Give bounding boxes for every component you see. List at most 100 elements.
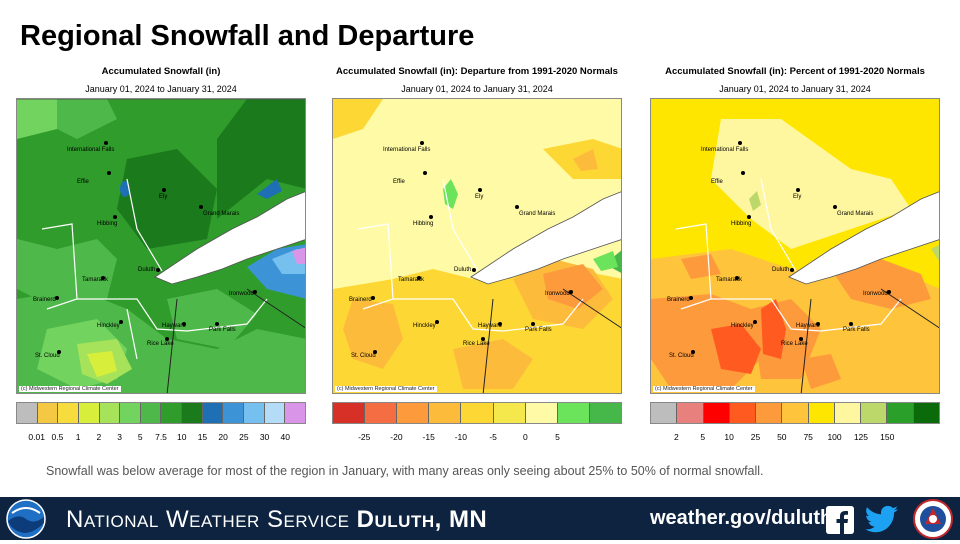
legend-swatch — [913, 403, 939, 423]
percent-legend-labels: 2 5 10 25 50 75 100 125 150 — [650, 432, 940, 444]
legend-swatch — [703, 403, 730, 423]
legend-swatch — [493, 403, 526, 423]
legend-label: 20 — [218, 432, 228, 442]
city-label: Hibbing — [413, 221, 433, 227]
legend-label: -25 — [358, 432, 371, 442]
legend-label: 0 — [522, 432, 528, 442]
legend-label: 125 — [853, 432, 868, 442]
city-label: Rice Lake — [147, 341, 174, 347]
city-label: Ely — [475, 194, 483, 200]
nws-logo-icon — [912, 499, 954, 544]
legend-swatch — [37, 403, 59, 423]
city-label: Hibbing — [731, 221, 751, 227]
office-prefix: National Weather Service — [66, 506, 350, 533]
panel-date: January 01, 2024 to January 31, 2024 — [719, 84, 871, 94]
city-label: Ironwood — [229, 291, 254, 297]
legend-label: -10 — [454, 432, 468, 442]
city-label: Duluth — [772, 267, 789, 273]
office-city: Duluth, MN — [356, 506, 488, 533]
percent-panel: Accumulated Snowfall (in): Percent of 19… — [650, 66, 940, 446]
city-label: Grand Marais — [203, 211, 239, 217]
legend-swatch — [140, 403, 162, 423]
departure-map[interactable]: International Falls Ely Effie Grand Mara… — [332, 98, 622, 394]
legend-label: 75 — [803, 432, 813, 442]
legend-swatch — [78, 403, 100, 423]
legend-swatch — [557, 403, 590, 423]
city-label: International Falls — [701, 147, 748, 153]
map-credit: (c) Midwestern Regional Climate Center — [19, 386, 121, 392]
city-label: International Falls — [67, 147, 114, 153]
legend-label: 150 — [880, 432, 895, 442]
caption: Snowfall was below average for most of t… — [46, 464, 764, 478]
city-label: Brainerd — [667, 297, 690, 303]
legend-swatch — [161, 403, 183, 423]
legend-label: 5 — [555, 432, 560, 442]
city-label: St. Cloud — [351, 353, 376, 359]
legend-label: 5 — [700, 432, 706, 442]
legend-label: 50 — [777, 432, 787, 442]
twitter-icon[interactable] — [865, 505, 899, 540]
city-label: Grand Marais — [519, 211, 555, 217]
city-label: Grand Marais — [837, 211, 873, 217]
city-label: International Falls — [383, 147, 430, 153]
city-label: Rice Lake — [781, 341, 808, 347]
city-label: St. Cloud — [35, 353, 60, 359]
legend-swatch — [244, 403, 265, 423]
panel-date: January 01, 2024 to January 31, 2024 — [401, 84, 553, 94]
website-link[interactable]: weather.gov/duluth — [650, 507, 833, 529]
legend-label: 7.5 — [155, 432, 167, 442]
city-label: Hayward — [796, 323, 820, 329]
facebook-icon[interactable] — [826, 506, 854, 534]
snowfall-map[interactable]: International Falls Ely Effie Grand Mara… — [16, 98, 306, 394]
city-label: Ironwood — [863, 291, 888, 297]
city-label: Park Falls — [843, 327, 870, 333]
legend-swatch — [17, 403, 38, 423]
legend-label: -20 — [390, 432, 403, 442]
city-label: Duluth — [138, 267, 155, 273]
legend-swatch — [808, 403, 835, 423]
city-label: Ely — [159, 194, 167, 200]
legend-swatch — [120, 403, 141, 423]
legend-swatch — [285, 403, 305, 423]
legend-swatch — [887, 403, 914, 423]
snowfall-panel: Accumulated Snowfall (in) January 01, 20… — [16, 66, 306, 446]
legend-swatch — [677, 403, 704, 423]
footer-bar: National Weather Service Duluth, MN weat… — [0, 497, 960, 540]
city-label: Tamarack — [82, 277, 109, 283]
legend-swatch — [782, 403, 809, 423]
city-label: Rice Lake — [463, 341, 490, 347]
map-credit: (c) Midwestern Regional Climate Center — [335, 386, 437, 392]
departure-panel: Accumulated Snowfall (in): Departure fro… — [332, 66, 622, 446]
legend-swatch — [182, 403, 203, 423]
city-label: Hibbing — [97, 221, 117, 227]
legend-swatch — [525, 403, 558, 423]
percent-map[interactable]: International Falls Ely Effie Grand Mara… — [650, 98, 940, 394]
legend-swatch — [202, 403, 224, 423]
city-label: Ely — [793, 194, 801, 200]
legend-label: 40 — [280, 432, 291, 442]
legend-label: 0.01 — [28, 432, 45, 442]
legend-swatch — [264, 403, 286, 423]
legend-swatch — [589, 403, 621, 423]
legend-swatch — [397, 403, 430, 423]
legend-label: 15 — [197, 432, 208, 442]
departure-legend — [332, 402, 622, 424]
city-label: Effie — [393, 179, 406, 185]
legend-label: 10 — [176, 432, 187, 442]
panel-title: Accumulated Snowfall (in): Departure fro… — [336, 66, 618, 77]
legend-label: 100 — [827, 432, 842, 442]
map-credit: (c) Midwestern Regional Climate Center — [653, 386, 755, 392]
legend-label: 25 — [239, 432, 249, 442]
city-label: Hinckley — [731, 323, 754, 329]
legend-swatch — [333, 403, 366, 423]
panel-title: Accumulated Snowfall (in): Percent of 19… — [665, 66, 925, 77]
city-label: Ironwood — [545, 291, 570, 297]
legend-swatch — [461, 403, 494, 423]
snowfall-legend-labels: 0.01 0.5 1 2 3 5 7.5 10 15 20 25 30 40 — [16, 432, 306, 444]
office-name: National Weather Service Duluth, MN — [66, 506, 487, 534]
city-label: St. Cloud — [669, 353, 694, 359]
legend-swatch — [223, 403, 245, 423]
legend-label: 10 — [724, 432, 734, 442]
city-label: Hinckley — [413, 323, 436, 329]
city-label: Effie — [711, 179, 724, 185]
